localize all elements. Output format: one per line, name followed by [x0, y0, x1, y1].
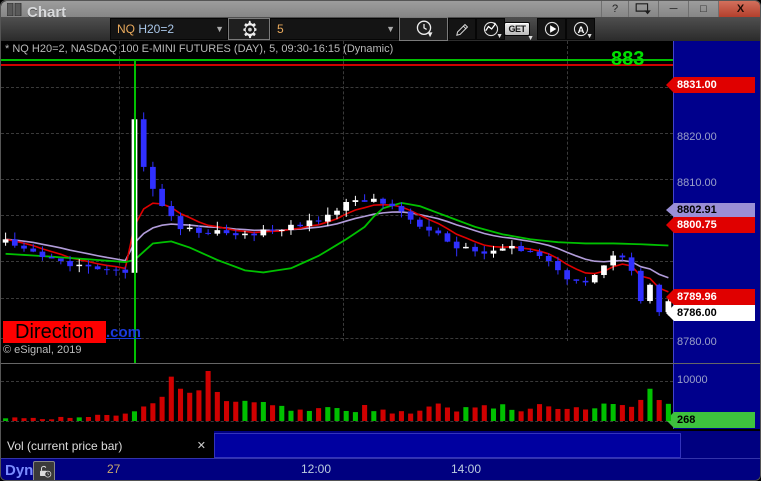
svg-text:A: A — [577, 25, 584, 35]
